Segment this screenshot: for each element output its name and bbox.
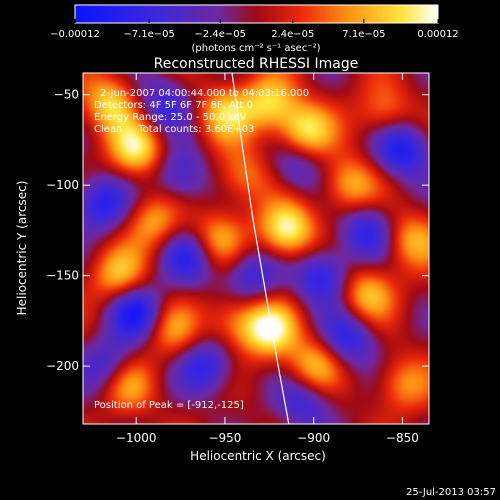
x-tick-label: −900 bbox=[297, 431, 330, 445]
chart-title: Reconstructed RHESSI Image bbox=[154, 56, 359, 72]
footer-timestamp: 25-Jul-2013 03:57 bbox=[406, 487, 496, 498]
solar-limb-curve bbox=[231, 72, 290, 425]
x-tick-label: −1000 bbox=[116, 431, 157, 445]
x-axis-label: Heliocentric X (arcsec) bbox=[190, 449, 326, 463]
colorbar: −0.00012 −7.1e−05 −2.4e−05 2.4e−05 7.1e−05 0.… bbox=[50, 4, 459, 54]
colorbar-unit-label: (photons cm⁻² s⁻¹ asec⁻²) bbox=[191, 43, 320, 54]
plot-area: −1000 −950 −900 −850 −50 −100 −150 −200 bbox=[46, 72, 430, 445]
heatmap-image bbox=[83, 73, 429, 424]
annotation-peak: Position of Peak = [-912,-125] bbox=[94, 400, 244, 411]
y-tick-label: −100 bbox=[46, 178, 79, 192]
colorbar-tick-label: 2.4e−05 bbox=[271, 29, 314, 40]
colorbar-tick-label: 7.1e−05 bbox=[342, 29, 385, 40]
y-tick-label: −200 bbox=[46, 359, 79, 373]
annotation-time: 2-Jun-2007 04:00:44.000 to 04:03:16.000 bbox=[100, 88, 309, 99]
y-axis-label: Heliocentric Y (arcsec) bbox=[15, 181, 29, 316]
colorbar-tick-label: 0.00012 bbox=[417, 29, 458, 40]
x-tick-label: −850 bbox=[386, 431, 419, 445]
annotation-energy: Energy Range: 25.0 - 50.0 keV bbox=[94, 112, 247, 123]
colorbar-gradient bbox=[75, 5, 438, 23]
annotation-detectors: Detectors: 4F 5F 6F 7F 8F, Att 0 bbox=[94, 100, 253, 111]
y-tick-label: −50 bbox=[54, 88, 79, 102]
y-tick-label: −150 bbox=[46, 269, 79, 283]
colorbar-tick-label: −2.4e−05 bbox=[194, 29, 246, 40]
annotation-clean: Clean Total counts: 3.60E+03 bbox=[94, 124, 254, 135]
x-tick-label: −950 bbox=[208, 431, 241, 445]
annotations: 2-Jun-2007 04:00:44.000 to 04:03:16.000 … bbox=[94, 88, 309, 411]
colorbar-tick-label: −0.00012 bbox=[50, 29, 100, 40]
colorbar-tick-label: −7.1e−05 bbox=[123, 29, 175, 40]
